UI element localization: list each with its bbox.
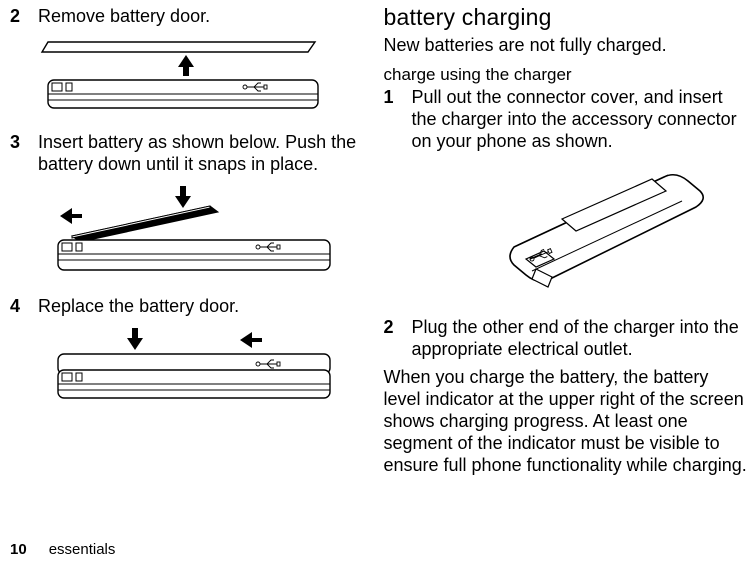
step-3-num: 3 xyxy=(10,132,38,176)
right-step-1: 1 Pull out the connector cover, and inse… xyxy=(384,87,750,153)
footer-section: essentials xyxy=(49,541,116,558)
page-number: 10 xyxy=(10,541,27,558)
step-3-text: Insert battery as shown below. Push the … xyxy=(38,132,364,176)
page-footer: 10 essentials xyxy=(10,541,115,558)
step-2: 2 Remove battery door. xyxy=(10,6,364,28)
charging-paragraph: When you charge the battery, the battery… xyxy=(384,367,750,477)
right-step-2: 2 Plug the other end of the charger into… xyxy=(384,317,750,361)
heading-battery-charging: battery charging xyxy=(384,4,750,31)
left-column: 2 Remove battery door. xyxy=(4,0,378,564)
step-4-num: 4 xyxy=(10,296,38,318)
step-3: 3 Insert battery as shown below. Push th… xyxy=(10,132,364,176)
diagram-charger xyxy=(484,159,750,299)
right-step-2-text: Plug the other end of the charger into t… xyxy=(412,317,750,361)
step-2-text: Remove battery door. xyxy=(38,6,210,28)
step-2-num: 2 xyxy=(10,6,38,28)
subheading-charger: charge using the charger xyxy=(384,65,750,85)
step-4: 4 Replace the battery door. xyxy=(10,296,364,318)
right-step-2-num: 2 xyxy=(384,317,412,361)
diagram-replace-door xyxy=(40,324,364,408)
diagram-insert-battery xyxy=(40,182,364,278)
step-4-text: Replace the battery door. xyxy=(38,296,239,318)
right-step-1-num: 1 xyxy=(384,87,412,153)
intro-text: New batteries are not fully charged. xyxy=(384,35,750,57)
right-step-1-text: Pull out the connector cover, and insert… xyxy=(412,87,750,153)
diagram-remove-door xyxy=(40,34,364,114)
right-column: battery charging New batteries are not f… xyxy=(378,0,752,564)
